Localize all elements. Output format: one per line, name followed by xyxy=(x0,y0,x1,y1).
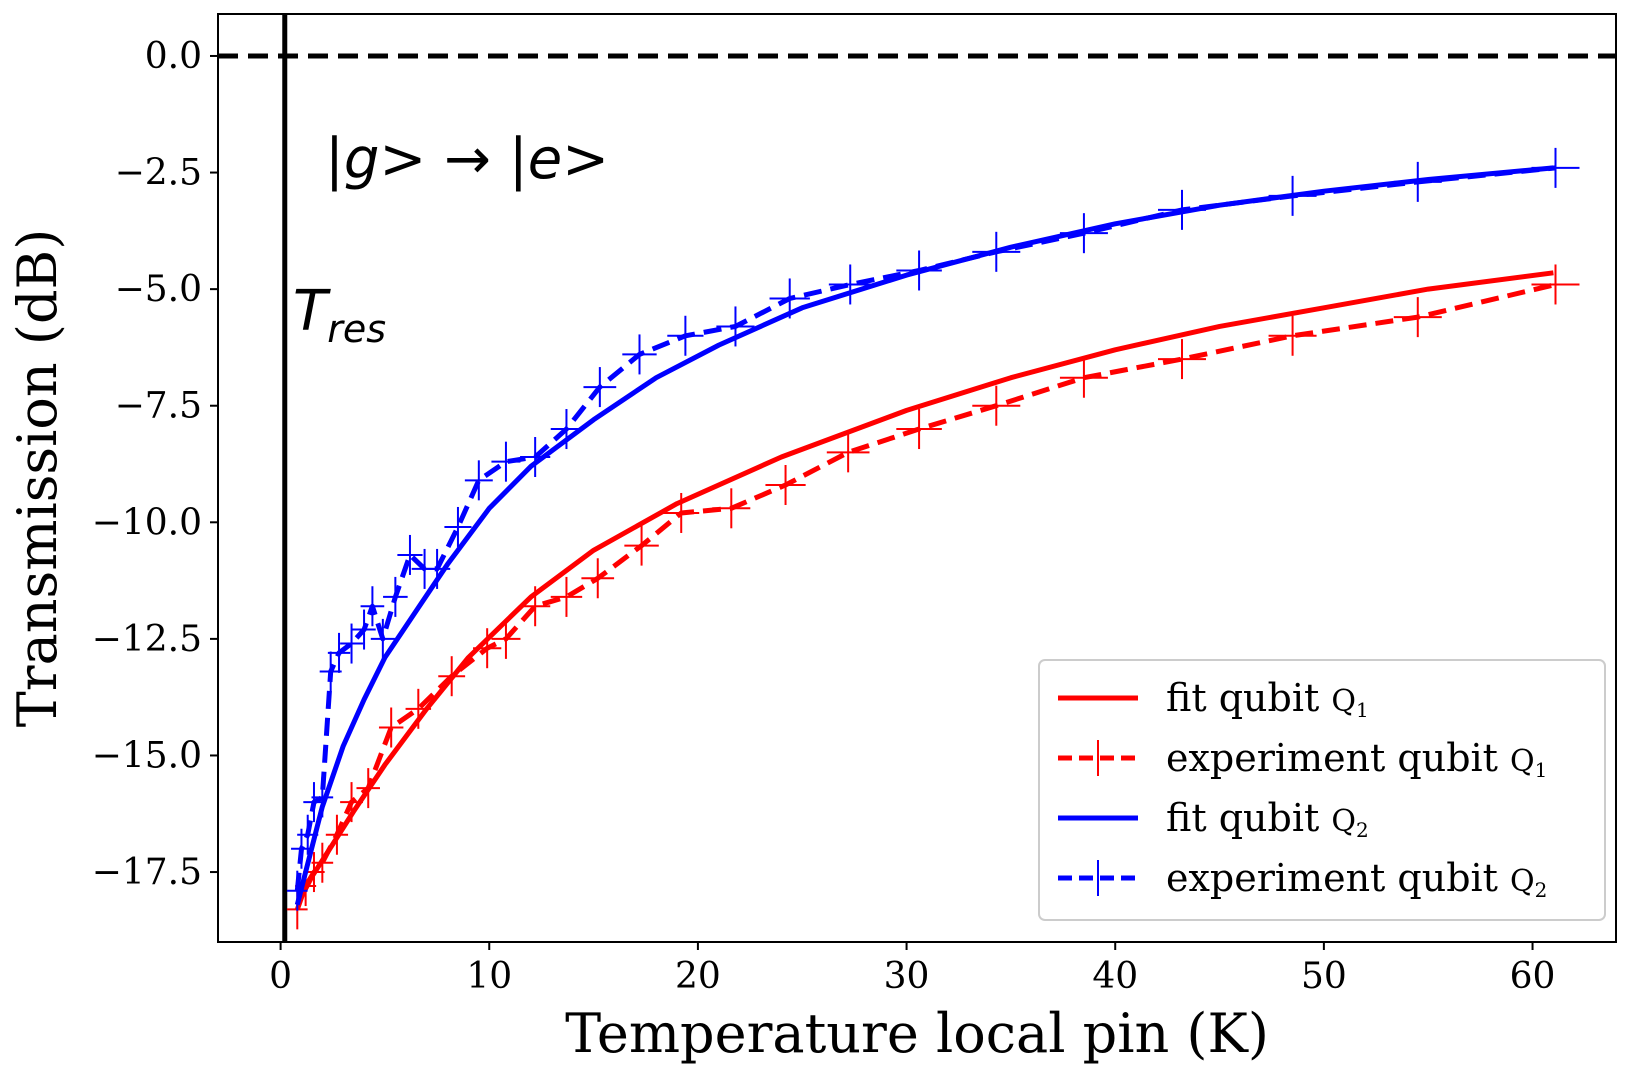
legend-label-text: experiment qubit xyxy=(1166,856,1510,900)
series-line xyxy=(294,165,1556,891)
x-tick-label: 20 xyxy=(675,956,721,997)
series-fit-qubit-q1 xyxy=(295,270,1554,906)
y-tick-label: −7.5 xyxy=(115,386,202,427)
t-res-annotation: Tres xyxy=(293,279,386,351)
legend-label-text: fit qubit xyxy=(1166,796,1331,840)
x-axis: 0 10 20 30 40 50 60 xyxy=(269,942,1555,997)
y-tick-label: −10.0 xyxy=(92,502,202,543)
y-tick-label: −17.5 xyxy=(92,852,202,893)
legend-frame xyxy=(1038,659,1606,921)
series-layer xyxy=(286,147,1580,930)
x-tick-label: 0 xyxy=(269,956,292,997)
series-experiment-qubit-q2 xyxy=(286,147,1580,911)
legend-label-subscript-index: 2 xyxy=(1356,818,1369,842)
reference-lines xyxy=(218,14,1616,942)
legend-label: fit qubit Q2 xyxy=(1166,796,1369,842)
t-res-subscript: res xyxy=(327,307,386,351)
y-tick-label: −15.0 xyxy=(92,735,202,776)
x-tick-label: 10 xyxy=(466,956,512,997)
y-tick-label: −12.5 xyxy=(92,619,202,660)
x-tick-label: 60 xyxy=(1510,956,1556,997)
legend-label-text: fit qubit xyxy=(1166,676,1331,720)
x-tick-label: 40 xyxy=(1092,956,1138,997)
y-tick-label: −5.0 xyxy=(115,269,202,310)
series-line xyxy=(295,270,1554,906)
y-axis: 0.0 −2.5 −5.0 −7.5 −10.0 −12.5 −15.0 −17.5 xyxy=(92,36,218,893)
x-tick-label: 50 xyxy=(1301,956,1347,997)
legend-label-subscript-index: 1 xyxy=(1356,698,1369,722)
y-tick-label: −2.5 xyxy=(115,153,202,194)
legend-label-subscript: Q xyxy=(1331,804,1356,839)
x-axis-label: Temperature local pin (K) xyxy=(565,1002,1269,1065)
legend-label-subscript-index: 1 xyxy=(1535,758,1548,782)
legend-label-text: experiment qubit xyxy=(1166,736,1510,780)
series-experiment-qubit-q1 xyxy=(286,264,1580,930)
y-tick-label: 0.0 xyxy=(145,36,202,77)
legend-label: experiment qubit Q1 xyxy=(1166,736,1547,782)
legend-label-subscript: Q xyxy=(1510,744,1535,779)
legend-label: fit qubit Q1 xyxy=(1166,676,1369,722)
t-res-main: T xyxy=(293,279,331,344)
plot-area-frame xyxy=(217,13,1617,943)
series-line xyxy=(294,282,1557,911)
legend-label-subscript: Q xyxy=(1331,684,1356,719)
x-tick-label: 30 xyxy=(884,956,930,997)
y-axis-label: Transmission (dB) xyxy=(6,229,69,728)
legend-label-subscript: Q xyxy=(1510,864,1535,899)
legend-label-subscript-index: 2 xyxy=(1535,878,1548,902)
legend-label: experiment qubit Q2 xyxy=(1166,856,1547,902)
transition-annotation: |g> → |e> xyxy=(325,127,609,192)
